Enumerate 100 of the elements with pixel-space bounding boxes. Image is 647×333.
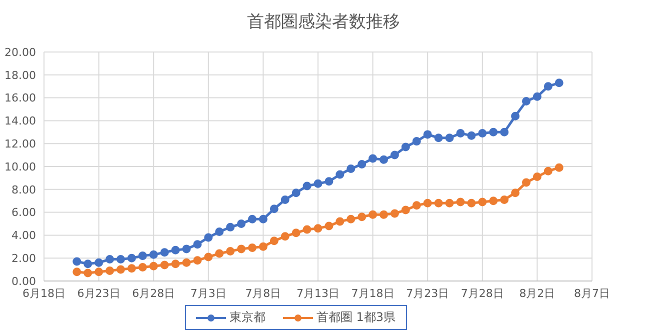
point (445, 198, 454, 208)
point (380, 210, 388, 219)
point (314, 179, 322, 188)
point (182, 244, 191, 254)
point (204, 233, 213, 242)
point (258, 214, 268, 224)
point (434, 134, 443, 142)
point (544, 82, 552, 91)
y-tick-label: 6.00 (12, 206, 36, 220)
point (467, 198, 476, 208)
point (193, 240, 202, 249)
point (380, 155, 388, 164)
point (324, 222, 334, 230)
x-tick-label: 6月18日 (22, 286, 66, 300)
x-tick-label: 7月18日 (351, 286, 394, 300)
point (138, 252, 147, 260)
point (401, 206, 410, 214)
point (478, 129, 487, 138)
point (390, 150, 399, 160)
y-tick-label: 18.00 (4, 68, 36, 82)
point (434, 198, 443, 208)
point (127, 264, 136, 273)
point (292, 188, 300, 198)
y-tick-label: 12.00 (4, 138, 36, 151)
point (116, 254, 125, 264)
point (149, 262, 158, 270)
point (412, 201, 421, 210)
x-tick-label: 7月28日 (460, 286, 504, 300)
point (358, 160, 366, 168)
point (116, 265, 125, 274)
point (215, 228, 224, 236)
point (258, 242, 268, 251)
point (94, 258, 104, 267)
y-tick-label: 16.00 (4, 92, 36, 105)
point (270, 204, 278, 214)
point (302, 225, 312, 234)
point (423, 198, 432, 208)
point (500, 195, 509, 204)
y-tick-label: 8.00 (12, 183, 36, 196)
point (336, 217, 344, 226)
point (390, 209, 399, 218)
point (280, 232, 290, 241)
point (171, 246, 180, 254)
x-tick-label: 7月13日 (296, 286, 340, 300)
x-tick-label: 6月28日 (132, 286, 176, 300)
point (532, 92, 542, 101)
point (522, 178, 530, 187)
point (445, 134, 454, 142)
point (182, 258, 191, 267)
point (412, 137, 421, 146)
point (489, 128, 498, 136)
point (237, 244, 246, 254)
point (456, 198, 465, 206)
point (554, 163, 564, 172)
point (467, 131, 476, 140)
point (171, 260, 180, 268)
point (160, 248, 169, 257)
y-tick-label: 10.00 (4, 160, 36, 174)
point (193, 256, 202, 265)
y-tick-label: 4.00 (12, 229, 36, 242)
point (511, 188, 520, 198)
y-tick-label: 2.00 (12, 252, 36, 266)
point (292, 228, 300, 238)
point (160, 260, 169, 270)
point (226, 222, 235, 232)
point (215, 249, 224, 258)
point (270, 236, 278, 246)
x-tick-label: 7月23日 (406, 286, 450, 300)
point (336, 170, 344, 179)
point (106, 254, 114, 264)
point (544, 166, 552, 176)
point (368, 154, 378, 163)
point (237, 220, 246, 228)
point (127, 254, 136, 262)
y-tick-label: 14.00 (4, 114, 36, 128)
point (204, 252, 213, 262)
point (522, 96, 530, 106)
point (532, 172, 542, 182)
point (84, 268, 92, 278)
point (302, 182, 312, 190)
point (138, 263, 147, 272)
x-tick-label: 8月7日 (574, 286, 610, 300)
point (94, 268, 104, 276)
point (423, 130, 432, 139)
point (554, 78, 564, 88)
point (280, 195, 290, 204)
y-tick-label: 0.00 (12, 274, 36, 288)
point (346, 214, 356, 224)
point (500, 128, 509, 136)
x-tick-label: 7月8日 (245, 286, 282, 300)
chart-title: 首都圏感染者数推移 (246, 11, 401, 33)
point (248, 244, 256, 252)
point (149, 250, 158, 259)
point (84, 260, 92, 268)
legend-label: 首都圏 1都3県 (315, 309, 396, 326)
legend-label: 東京都 (228, 309, 266, 326)
point (346, 164, 356, 174)
point (511, 112, 520, 120)
point (314, 224, 322, 233)
point (358, 212, 366, 222)
